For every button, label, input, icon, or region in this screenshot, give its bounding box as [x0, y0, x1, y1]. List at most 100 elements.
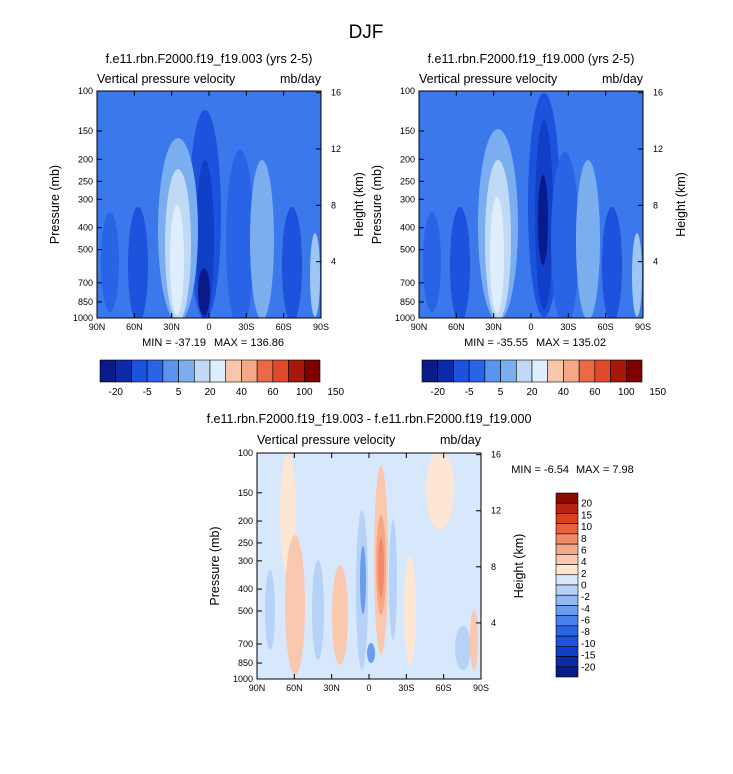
panel-left-colorbar: -20 -5 5 20 40 60 100 150 — [99, 359, 344, 398]
colorbar-box — [468, 359, 486, 383]
colorbar-box — [625, 359, 643, 383]
field-lobe-deep-core — [198, 268, 210, 316]
colorbar-box — [131, 359, 148, 383]
x-tick-label: 60S — [598, 322, 614, 332]
y-tick-label: 700 — [400, 278, 415, 288]
y-tick-label: 400 — [238, 584, 253, 594]
y2-tick-label: 12 — [653, 144, 663, 154]
panel-left-field-label: Vertical pressure velocity — [97, 72, 236, 86]
colorbar-box — [555, 533, 579, 545]
y-tick-label: 1000 — [395, 313, 415, 323]
y2-axis-title: Height (km) — [352, 172, 366, 237]
y-tick-label: 100 — [238, 448, 253, 458]
panel-right-units-label: mb/day — [602, 72, 644, 86]
colorbar-box — [225, 359, 242, 383]
colorbar-box — [531, 359, 549, 383]
colorbar-label: 20 — [204, 387, 216, 398]
y-tick-label: 500 — [238, 606, 253, 616]
colorbar-label: 40 — [236, 387, 248, 398]
panel-right-field-label: Vertical pressure velocity — [419, 72, 558, 86]
y-tick-label: 1000 — [73, 313, 93, 323]
colorbar-box — [256, 359, 274, 383]
x-tick-label: 30S — [560, 322, 576, 332]
field-lobe-south-tropic — [551, 152, 579, 318]
panel-left-field — [97, 91, 321, 318]
field-lobe-sh-polar — [310, 233, 320, 317]
y2-tick-label: 12 — [491, 506, 501, 516]
panel-left-axes: 90N 60N 30N 0 30S 60S 90S 100 150 200 250 300 400 500… — [48, 86, 366, 332]
colorbar-box — [555, 492, 579, 504]
field-lobe-subsidence-inner — [170, 205, 184, 315]
colorbar-label: 8 — [581, 534, 587, 545]
colorbar-box — [303, 359, 321, 383]
x-tick-label: 90S — [635, 322, 651, 332]
y-tick-label: 400 — [400, 223, 415, 233]
colorbar-box — [99, 359, 117, 383]
panel-diff-field — [257, 453, 481, 679]
colorbar-label: -4 — [581, 604, 590, 615]
colorbar-box — [578, 359, 596, 383]
x-tick-label: 90S — [473, 683, 489, 693]
y-axis-title: Pressure (mb) — [370, 165, 384, 244]
panel-right-min-label: MIN = -35.55 — [464, 337, 528, 349]
field-lobe-sh-subsidence — [576, 160, 600, 318]
x-tick-label: 0 — [528, 322, 533, 332]
field-lobe-deep-core — [538, 175, 548, 265]
colorbar-box — [178, 359, 195, 383]
colorbar-box — [555, 646, 579, 657]
panel-diff-axes: 90N 60N 30N 0 30S 60S 90S 100 150 200 250 300 400 500… — [208, 448, 526, 693]
x-tick-label: 60N — [448, 322, 465, 332]
colorbar-label: -6 — [581, 616, 590, 627]
panel-right-max-label: MAX = 135.02 — [536, 337, 606, 349]
colorbar-box — [563, 359, 580, 383]
colorbar-box — [547, 359, 564, 383]
colorbar-box — [484, 359, 501, 383]
y-tick-label: 850 — [238, 658, 253, 668]
x-tick-label: 90N — [89, 322, 106, 332]
colorbar-box — [555, 523, 579, 535]
field-lobe-neg-f — [389, 520, 397, 640]
panel-right-colorbar: -20 -5 5 20 40 60 100 150 — [421, 359, 666, 398]
field-lobe-south-tropic — [226, 150, 254, 318]
colorbar-label: -20 — [430, 387, 445, 398]
field-lobe-neg-b — [312, 560, 324, 660]
y-tick-label: 300 — [238, 556, 253, 566]
colorbar-label: -20 — [108, 387, 123, 398]
field-lobe-nh-polar — [101, 212, 119, 312]
colorbar-box — [453, 359, 470, 383]
y2-tick-label: 4 — [653, 257, 658, 267]
field-lobe-pos-b — [285, 535, 305, 675]
colorbar-box — [437, 359, 454, 383]
x-tick-label: 30N — [323, 683, 340, 693]
colorbar-box — [555, 605, 579, 616]
colorbar-label: -10 — [581, 639, 596, 650]
colorbar-box — [209, 359, 227, 383]
panel-right-axes: 90N 60N 30N 0 30S 60S 90S 100 150 200 250 300 400 500… — [370, 86, 688, 332]
field-lobe-subsidence-inner — [490, 197, 504, 313]
x-tick-label: 0 — [206, 322, 211, 332]
colorbar-box — [162, 359, 179, 383]
field-lobe-neg-g — [455, 626, 471, 670]
colorbar-box — [555, 594, 579, 606]
colorbar-box — [193, 359, 211, 383]
colorbar-box — [555, 656, 579, 668]
colorbar-label: -8 — [581, 627, 590, 638]
x-tick-label: 30S — [238, 322, 254, 332]
y-tick-label: 300 — [400, 194, 415, 204]
colorbar-box — [288, 359, 305, 383]
colorbar-label: -20 — [581, 662, 596, 673]
colorbar-label: 10 — [581, 522, 593, 533]
colorbar-label: 150 — [327, 387, 344, 398]
colorbar-label: 100 — [618, 387, 635, 398]
colorbar-label: -15 — [581, 651, 596, 662]
colorbar-box — [146, 359, 164, 383]
y-tick-label: 300 — [78, 194, 93, 204]
y2-axis-title: Height (km) — [512, 534, 526, 599]
y-axis-title: Pressure (mb) — [208, 526, 222, 605]
panel-left-min-label: MIN = -37.19 — [142, 337, 206, 349]
y2-tick-label: 4 — [491, 618, 496, 628]
y2-tick-label: 8 — [491, 562, 496, 572]
y2-tick-label: 12 — [331, 144, 341, 154]
